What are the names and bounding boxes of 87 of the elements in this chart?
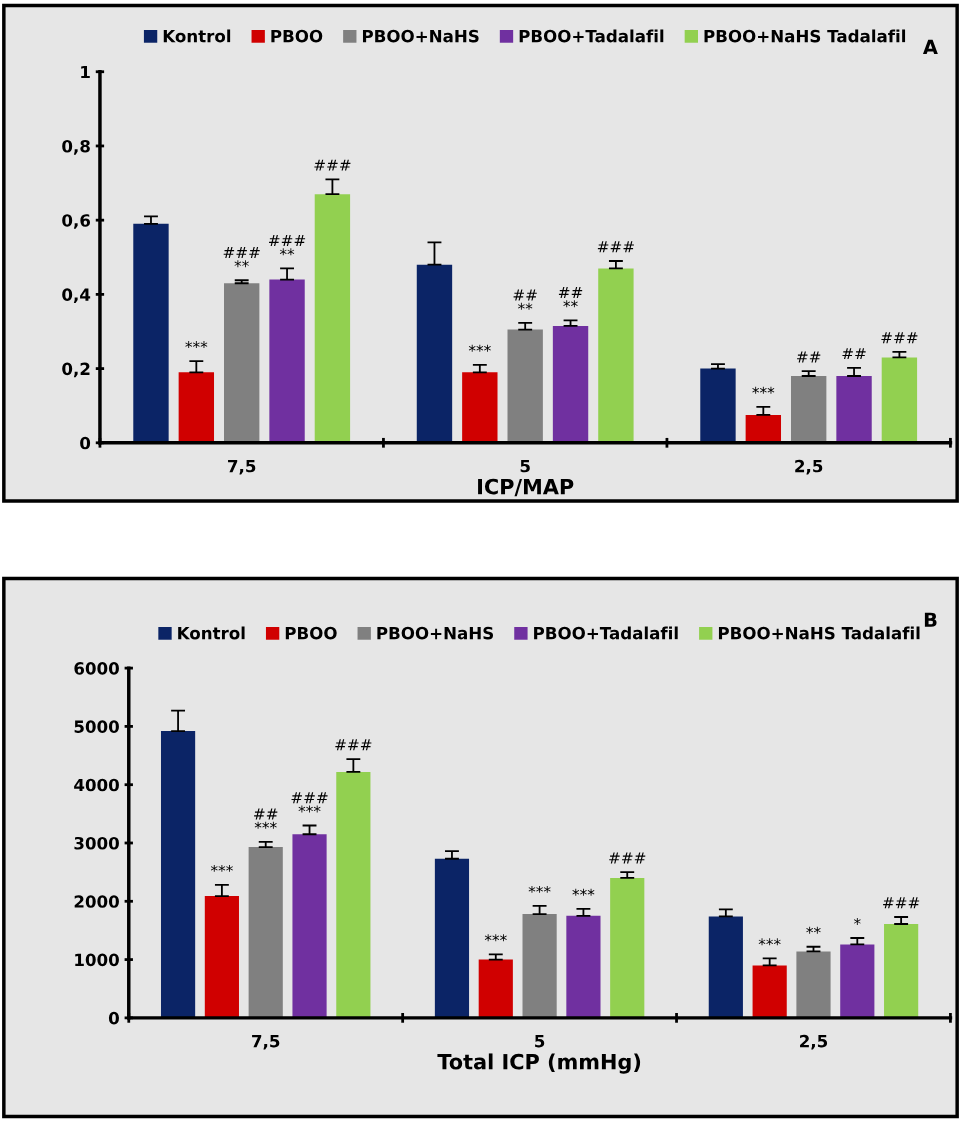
bar: [314, 194, 351, 443]
bar: [796, 951, 831, 1018]
legend-label: PBOO: [285, 626, 337, 640]
bar: [708, 916, 743, 1018]
data-label: ###: [314, 159, 351, 171]
bar: [133, 223, 169, 443]
data-label: ***: [758, 938, 781, 946]
legend-label: PBOO+NaHS: [377, 626, 494, 640]
y-tick-label: 0: [108, 1011, 119, 1025]
legend-label: PBOO+NaHS Tadalafil: [718, 626, 920, 640]
data-label: ###: [881, 332, 918, 344]
data-label: ***: [185, 341, 208, 349]
legend-label: PBOO+NaHS Tadalafil: [704, 29, 906, 43]
y-tick-label: 1000: [75, 953, 119, 967]
x-tick-label: 7,5: [252, 1035, 280, 1050]
x-tick-label: 2,5: [795, 459, 823, 475]
bar: [836, 376, 872, 443]
data-label: ###: [335, 739, 372, 751]
data-label: ### **: [269, 235, 306, 256]
y-tick-label: 6000: [74, 662, 119, 675]
bar: [416, 264, 453, 443]
data-label: ***: [572, 888, 595, 896]
data-label: ***: [210, 864, 233, 872]
bar: [522, 914, 557, 1018]
bar: [507, 329, 543, 443]
data-label: ***: [468, 344, 491, 352]
x-tick-label: 5: [535, 1035, 545, 1048]
data-label: *: [853, 917, 861, 925]
bar: [336, 771, 371, 1018]
data-label: ##: [797, 351, 821, 363]
bar: [160, 731, 196, 1018]
y-tick-label: 3000: [74, 836, 119, 850]
bar: [462, 372, 498, 443]
bar: [881, 357, 918, 443]
bar: [478, 959, 513, 1018]
legend-label: Kontrol: [163, 29, 231, 43]
bar: [292, 834, 327, 1018]
y-tick-label: 4000: [74, 778, 119, 792]
y-tick-label: 0: [80, 436, 91, 450]
y-tick-label: 1: [81, 65, 90, 79]
bar: [700, 368, 736, 443]
bar: [434, 858, 470, 1018]
data-label: ###: [609, 852, 646, 864]
bar: [610, 877, 645, 1018]
legend-label: PBOO+NaHS: [362, 29, 479, 43]
y-tick-label: 0,4: [62, 288, 91, 304]
y-tick-label: 0,2: [62, 362, 90, 378]
bar: [224, 283, 260, 443]
bar: [552, 325, 589, 443]
data-label: ### ***: [291, 792, 328, 813]
bar: [790, 376, 827, 443]
bar: [248, 847, 283, 1018]
legend-label: PBOO+Tadalafil: [519, 29, 664, 43]
bar: [204, 896, 239, 1018]
data-label: ### **: [223, 246, 260, 268]
y-tick-label: 2000: [74, 895, 119, 908]
data-label: ***: [484, 934, 507, 942]
data-label: ***: [528, 885, 551, 893]
data-label: ## **: [558, 287, 583, 308]
legend-label: PBOO+Tadalafil: [534, 626, 678, 640]
bar: [752, 965, 787, 1018]
bar: [745, 414, 782, 443]
legend-label: Kontrol: [178, 626, 245, 640]
bar: [884, 924, 919, 1018]
x-tick-label: 5: [520, 459, 530, 473]
text: B: [924, 612, 937, 627]
x-tick-label: 2,5: [800, 1034, 828, 1050]
y-tick-label: 5000: [74, 720, 119, 733]
legend-label: PBOO: [271, 29, 323, 43]
data-label: ## **: [513, 289, 537, 310]
bar: [178, 372, 215, 443]
data-label: ###: [597, 241, 634, 253]
bar: [566, 915, 601, 1018]
bar: [269, 279, 305, 443]
x-axis-title: ICP/MAP: [478, 478, 574, 497]
x-tick-label: 7,5: [228, 459, 256, 475]
bar: [598, 268, 634, 443]
x-axis-title: Total ICP (mmHg): [437, 1053, 641, 1074]
data-label: ***: [752, 386, 775, 394]
bar: [840, 944, 875, 1018]
y-tick-label: 0,6: [62, 214, 91, 229]
data-label: ## ***: [254, 808, 278, 829]
data-label: ###: [883, 897, 920, 909]
data-label: ##: [842, 348, 866, 360]
data-label: **: [806, 926, 821, 934]
y-tick-label: 0,8: [62, 139, 90, 155]
text: A: [922, 39, 938, 55]
